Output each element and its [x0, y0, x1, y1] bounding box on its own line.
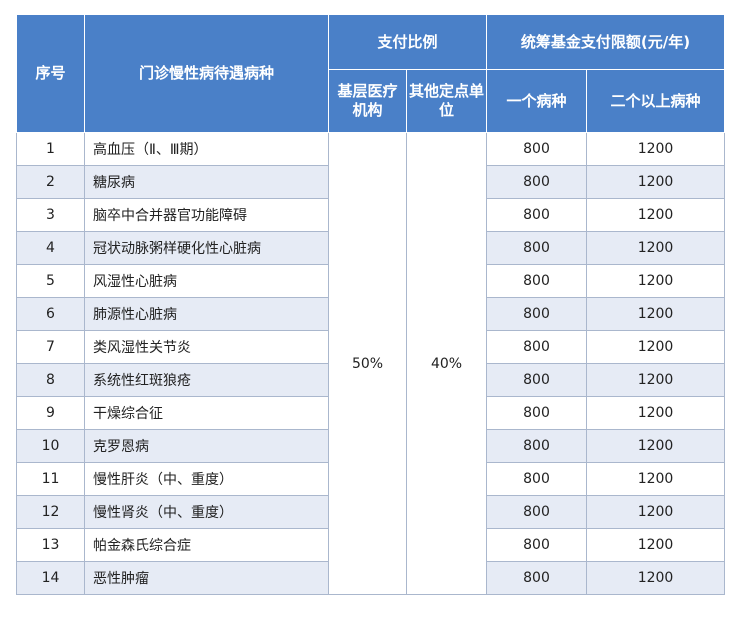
cell-one-disease-limit: 800	[486, 561, 588, 595]
cell-seq: 4	[16, 231, 85, 265]
cell-disease-name: 高血压（Ⅱ、Ⅲ期）	[84, 132, 329, 166]
cell-two-plus-limit: 1200	[586, 198, 726, 232]
header-fund-limit: 统筹基金支付限额(元/年)	[486, 14, 726, 70]
cell-seq: 6	[16, 297, 85, 331]
header-other-units: 其他定点单位	[405, 69, 488, 133]
table-row: 2 糖尿病 800 1200	[16, 165, 726, 199]
header-basic-institution: 基层医疗机构	[328, 69, 407, 133]
cell-one-disease-limit: 800	[486, 297, 588, 331]
header-disease: 门诊慢性病待遇病种	[84, 14, 329, 133]
cell-disease-name: 冠状动脉粥样硬化性心脏病	[84, 231, 329, 265]
table-row: 12 慢性肾炎（中、重度） 800 1200	[16, 495, 726, 529]
table-row: 9 干燥综合征 800 1200	[16, 396, 726, 430]
cell-one-disease-limit: 800	[486, 429, 588, 463]
cell-one-disease-limit: 800	[486, 264, 588, 298]
header-one-disease: 一个病种	[486, 69, 588, 133]
cell-disease-name: 干燥综合征	[84, 396, 329, 430]
table-row: 4 冠状动脉粥样硬化性心脏病 800 1200	[16, 231, 726, 265]
cell-one-disease-limit: 800	[486, 165, 588, 199]
cell-seq: 12	[16, 495, 85, 529]
cell-two-plus-limit: 1200	[586, 264, 726, 298]
cell-disease-name: 克罗恩病	[84, 429, 329, 463]
cell-two-plus-limit: 1200	[586, 297, 726, 331]
cell-seq: 14	[16, 561, 85, 595]
cell-one-disease-limit: 800	[486, 462, 588, 496]
table-body: 1 高血压（Ⅱ、Ⅲ期） 50% 40% 800 1200 2 糖尿病 800 1200…	[16, 132, 726, 595]
cell-one-disease-limit: 800	[486, 396, 588, 430]
header-payment-ratio: 支付比例	[327, 14, 488, 70]
cell-seq: 11	[16, 462, 85, 496]
header-seq: 序号	[16, 14, 85, 133]
cell-seq: 7	[16, 330, 85, 364]
cell-other-ratio: 40%	[405, 132, 488, 595]
cell-two-plus-limit: 1200	[586, 495, 726, 529]
cell-seq: 3	[16, 198, 85, 232]
table-row: 1 高血压（Ⅱ、Ⅲ期） 50% 40% 800 1200	[16, 132, 726, 595]
cell-two-plus-limit: 1200	[586, 429, 726, 463]
cell-one-disease-limit: 800	[486, 198, 588, 232]
cell-seq: 13	[16, 528, 85, 562]
cell-disease-name: 慢性肾炎（中、重度）	[84, 495, 329, 529]
cell-two-plus-limit: 1200	[586, 165, 726, 199]
table-row: 6 肺源性心脏病 800 1200	[16, 297, 726, 331]
cell-two-plus-limit: 1200	[586, 363, 726, 397]
cell-seq: 1	[16, 132, 85, 166]
table-wrapper: 序号 门诊慢性病待遇病种 支付比例 统筹基金支付限额(元/年) 基层医疗机构 其…	[16, 14, 726, 595]
cell-seq: 2	[16, 165, 85, 199]
table-row: 3 脑卒中合并器官功能障碍 800 1200	[16, 198, 726, 232]
cell-one-disease-limit: 800	[486, 132, 588, 166]
cell-seq: 9	[16, 396, 85, 430]
table-row: 10 克罗恩病 800 1200	[16, 429, 726, 463]
cell-one-disease-limit: 800	[486, 363, 588, 397]
cell-basic-ratio: 50%	[328, 132, 407, 595]
cell-one-disease-limit: 800	[486, 495, 588, 529]
chronic-disease-table: 序号 门诊慢性病待遇病种 支付比例 统筹基金支付限额(元/年) 基层医疗机构 其…	[16, 14, 726, 595]
cell-disease-name: 系统性红斑狼疮	[84, 363, 329, 397]
cell-two-plus-limit: 1200	[586, 132, 726, 166]
cell-disease-name: 肺源性心脏病	[84, 297, 329, 331]
cell-disease-name: 风湿性心脏病	[84, 264, 329, 298]
cell-disease-name: 类风湿性关节炎	[84, 330, 329, 364]
cell-two-plus-limit: 1200	[586, 528, 726, 562]
cell-disease-name: 糖尿病	[84, 165, 329, 199]
table-row: 13 帕金森氏综合症 800 1200	[16, 528, 726, 562]
cell-seq: 10	[16, 429, 85, 463]
table-row: 11 慢性肝炎（中、重度） 800 1200	[16, 462, 726, 496]
cell-one-disease-limit: 800	[486, 231, 588, 265]
cell-two-plus-limit: 1200	[586, 231, 726, 265]
cell-disease-name: 帕金森氏综合症	[84, 528, 329, 562]
cell-disease-name: 脑卒中合并器官功能障碍	[84, 198, 329, 232]
cell-one-disease-limit: 800	[486, 330, 588, 364]
cell-seq: 5	[16, 264, 85, 298]
header-two-plus: 二个以上病种	[586, 69, 726, 133]
cell-two-plus-limit: 1200	[586, 396, 726, 430]
cell-two-plus-limit: 1200	[586, 561, 726, 595]
table-row: 7 类风湿性关节炎 800 1200	[16, 330, 726, 364]
cell-seq: 8	[16, 363, 85, 397]
cell-disease-name: 恶性肿瘤	[84, 561, 329, 595]
cell-one-disease-limit: 800	[486, 528, 588, 562]
table-row: 14 恶性肿瘤 800 1200	[16, 561, 726, 595]
table-row: 8 系统性红斑狼疮 800 1200	[16, 363, 726, 397]
cell-disease-name: 慢性肝炎（中、重度）	[84, 462, 329, 496]
cell-two-plus-limit: 1200	[586, 462, 726, 496]
cell-two-plus-limit: 1200	[586, 330, 726, 364]
table-row: 5 风湿性心脏病 800 1200	[16, 264, 726, 298]
